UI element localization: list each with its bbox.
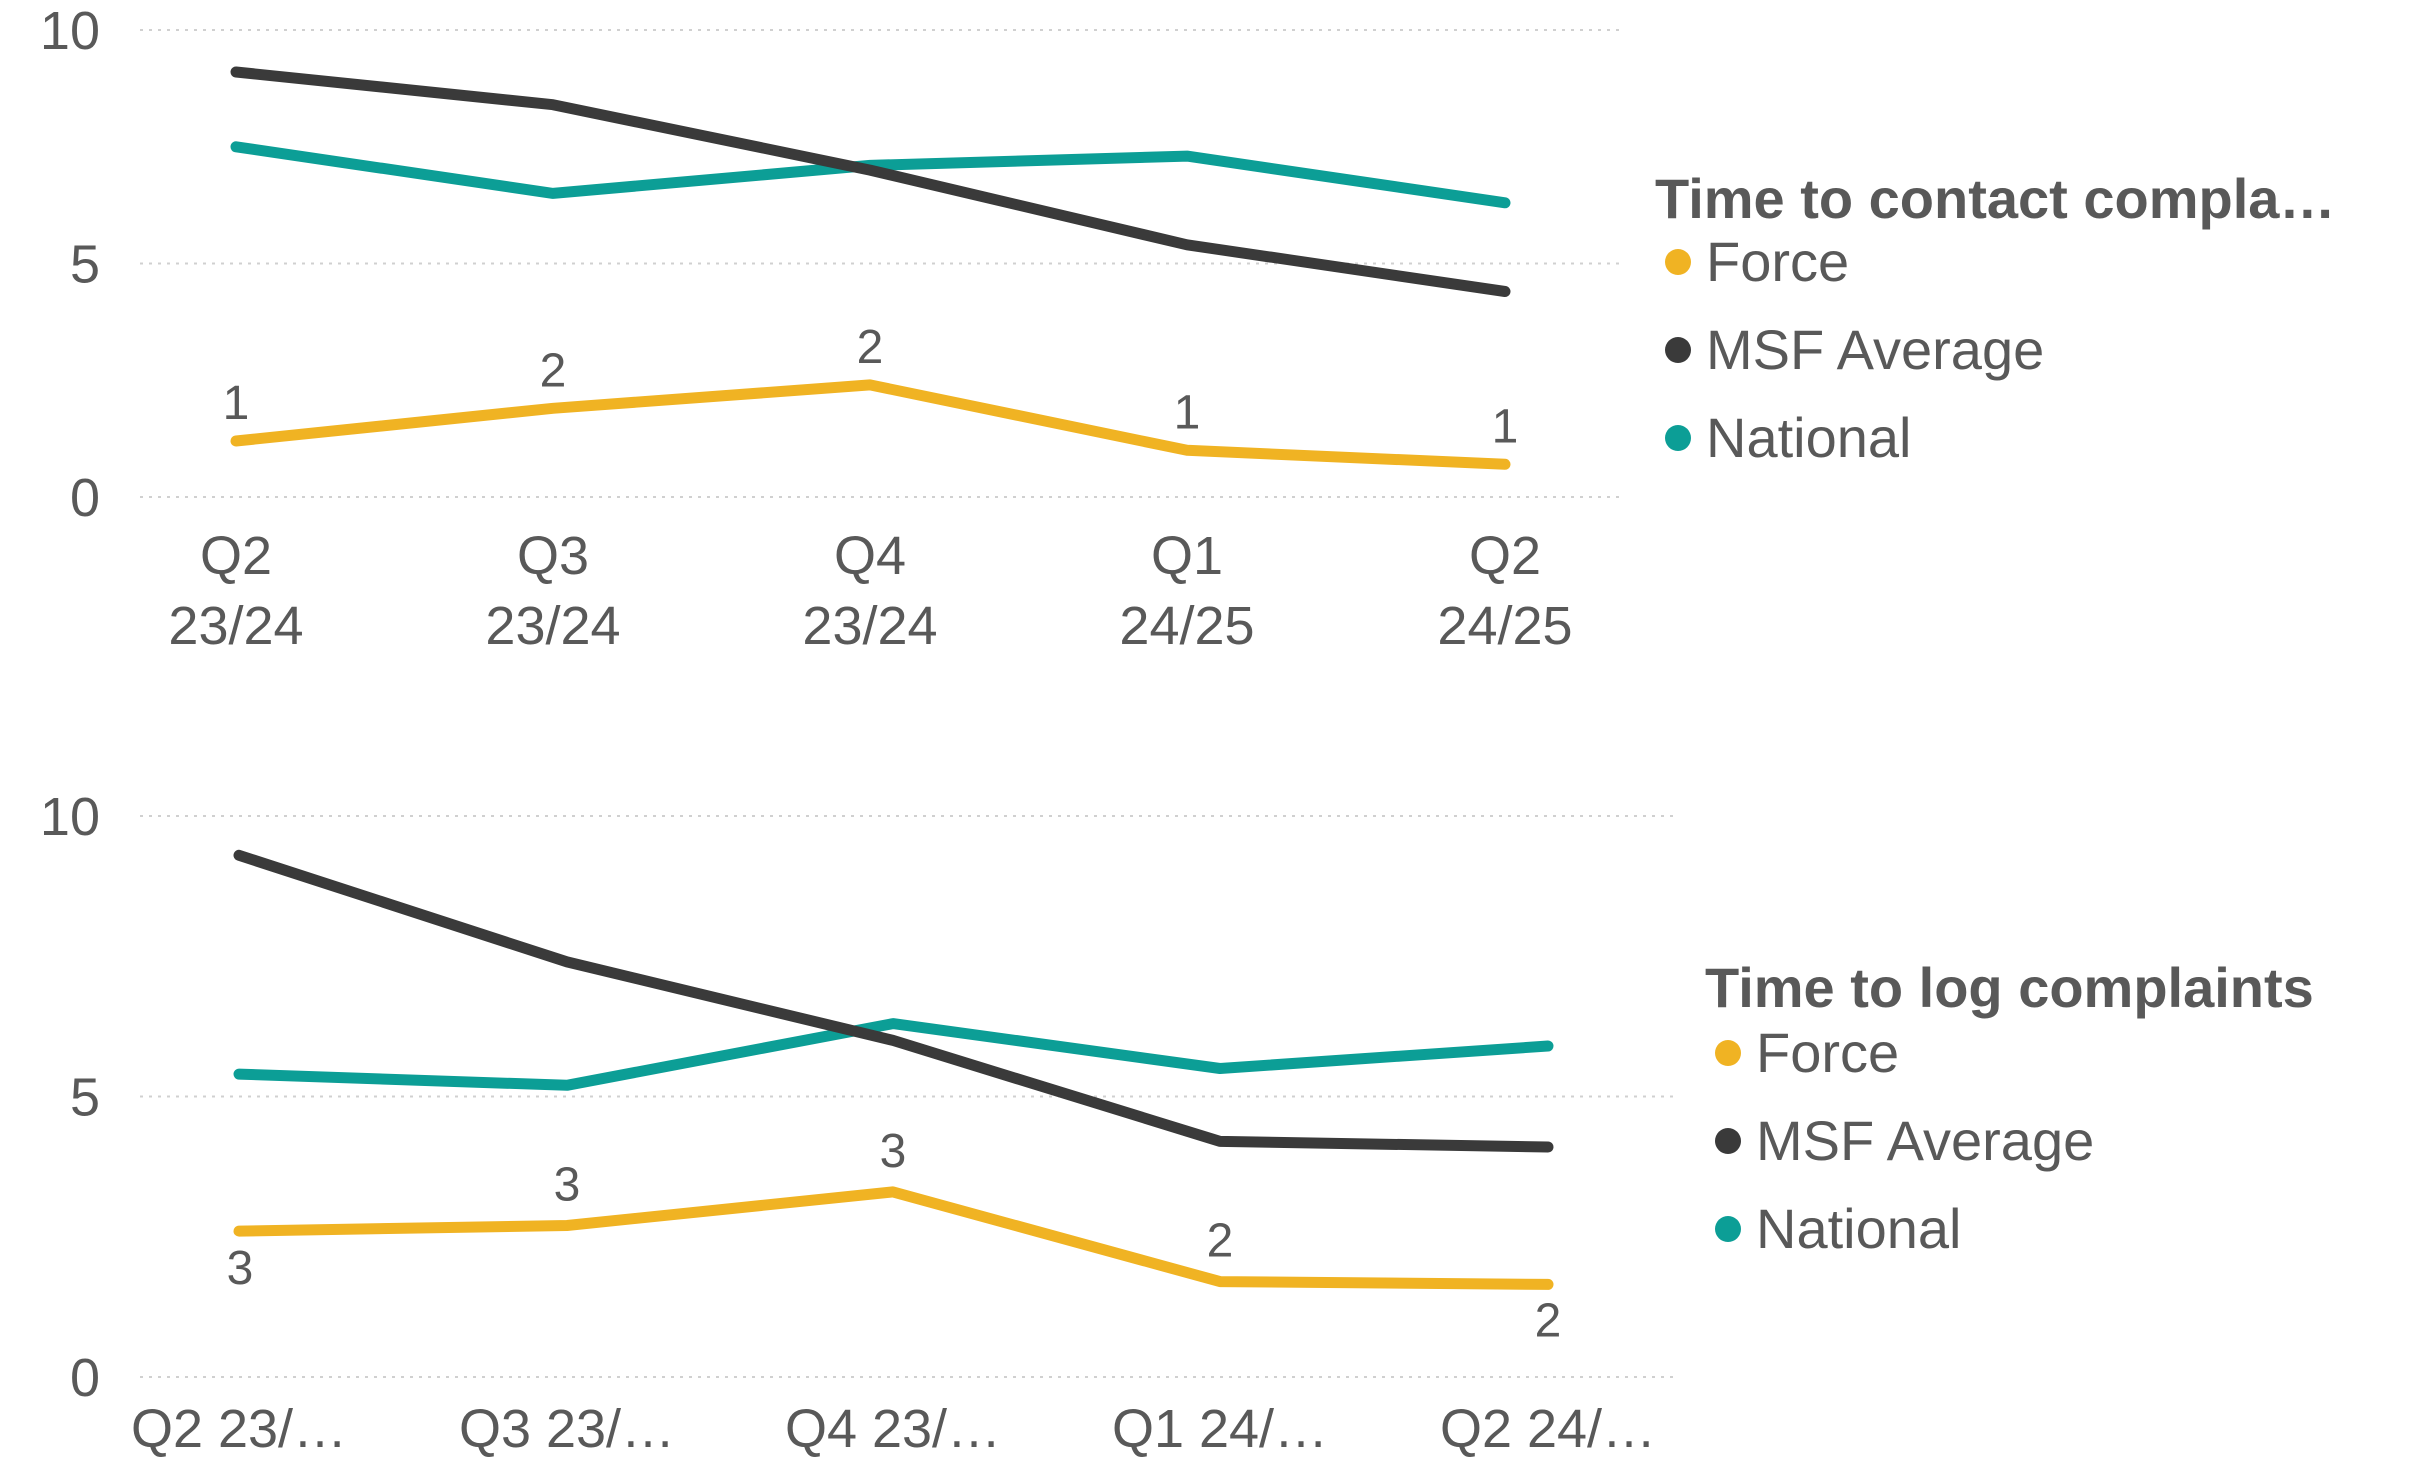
legend-marker: [1665, 337, 1691, 363]
force-data-label: 2: [540, 344, 567, 397]
y-tick-label: 0: [70, 1348, 100, 1408]
legend: Time to contact compla…Force MSF Average N…: [1655, 167, 2335, 469]
legend-item-label: National: [1706, 406, 1911, 469]
x-tick-label: Q4 23/…: [785, 1399, 1001, 1459]
force-data-label: 2: [1535, 1294, 1562, 1347]
legend-item-label: Force: [1706, 230, 1849, 293]
force-data-label: 2: [857, 321, 884, 374]
legend-title: Time to contact compla…: [1655, 167, 2335, 230]
x-tick-label: Q3 23/…: [459, 1399, 675, 1459]
legend-marker: [1715, 1128, 1741, 1154]
x-tick-label-line1: Q4: [834, 526, 906, 586]
legend-item-label: National: [1756, 1197, 1961, 1260]
y-tick-label: 5: [70, 235, 100, 295]
legend-item-label: MSF Average: [1756, 1109, 2094, 1172]
x-tick-label-line2: 23/24: [802, 596, 937, 656]
y-tick-label: 10: [40, 1, 100, 61]
y-tick-label: 0: [70, 468, 100, 528]
legend-item-label: Force: [1756, 1021, 1899, 1084]
x-tick-label: Q2 23/…: [131, 1399, 347, 1459]
force-data-label: 1: [1174, 386, 1201, 439]
x-tick-label: Q1 24/…: [1112, 1399, 1328, 1459]
series-line-national: [233, 1018, 1554, 1091]
chart-panel-1: 0 5 10 Q2 23/24 Q3 23/24 Q4 23/24 Q1 24/25 Q2 24/25 1…: [40, 1, 2336, 656]
x-tick-label-line1: Q1: [1151, 526, 1223, 586]
x-tick-label-line2: 24/25: [1437, 596, 1572, 656]
force-data-label: 3: [554, 1159, 581, 1212]
force-data-label: 1: [1492, 400, 1519, 453]
series-line-force: [230, 379, 1511, 470]
force-data-label: 2: [1207, 1215, 1234, 1268]
x-tick-label-line2: 23/24: [485, 596, 620, 656]
x-tick-label: Q2 24/…: [1440, 1399, 1656, 1459]
legend-marker: [1715, 1216, 1741, 1242]
series-line-msf-average: [233, 849, 1554, 1153]
x-tick-label-line1: Q3: [517, 526, 589, 586]
legend-marker: [1715, 1040, 1741, 1066]
legend-title: Time to log complaints: [1705, 956, 2314, 1019]
y-tick-label: 10: [40, 787, 100, 847]
x-tick-label-line2: 24/25: [1119, 596, 1254, 656]
legend-marker: [1665, 249, 1691, 275]
x-tick-label-line1: Q2: [1469, 526, 1541, 586]
y-tick-label: 5: [70, 1068, 100, 1128]
series-line-msf-average: [230, 66, 1511, 297]
chart-panel-2: 0 5 10 Q2 23/… Q3 23/… Q4 23/… Q1 24/… Q2 24/… 3…: [40, 787, 2314, 1459]
force-data-label: 3: [227, 1242, 254, 1295]
legend-item-label: MSF Average: [1706, 318, 2044, 381]
legend-marker: [1665, 425, 1691, 451]
x-tick-label-line1: Q2: [200, 526, 272, 586]
series-line-force: [233, 1186, 1554, 1290]
force-data-label: 1: [223, 377, 250, 430]
x-tick-label-line2: 23/24: [168, 596, 303, 656]
force-data-label: 3: [880, 1125, 907, 1178]
